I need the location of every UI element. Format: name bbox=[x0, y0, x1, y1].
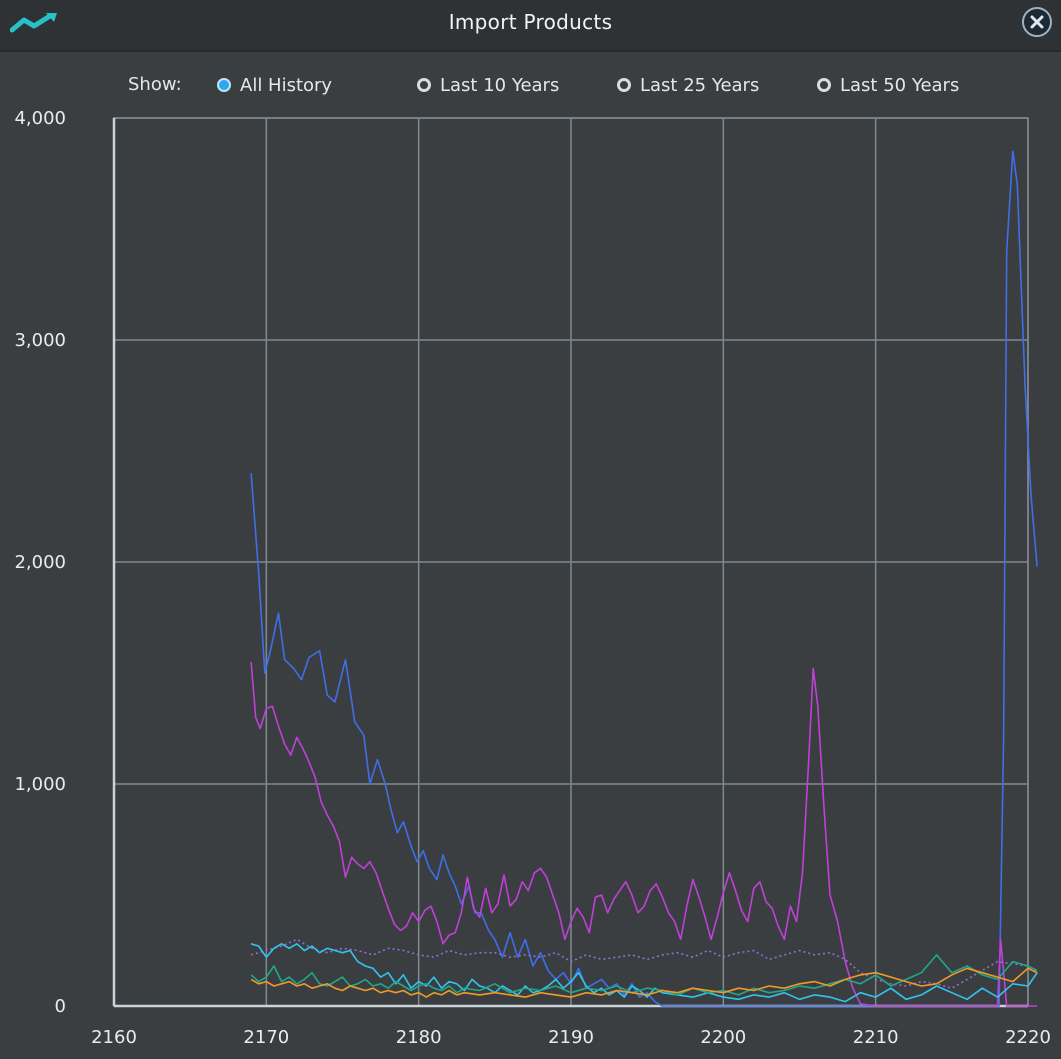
radio-dot bbox=[817, 78, 831, 92]
series-line-5 bbox=[250, 967, 1038, 998]
x-tick-label: 2180 bbox=[396, 1027, 442, 1048]
close-icon bbox=[1030, 15, 1044, 29]
x-tick-label: 2220 bbox=[1005, 1027, 1051, 1048]
radio-dot bbox=[217, 78, 231, 92]
series-line-4 bbox=[250, 954, 1038, 996]
trend-chart-icon bbox=[10, 13, 57, 33]
radio-last-25-years[interactable]: Last 25 Years bbox=[617, 72, 759, 98]
chart-series bbox=[250, 150, 1038, 1007]
x-tick-label: 2170 bbox=[243, 1027, 289, 1048]
radio-label: Last 25 Years bbox=[640, 74, 760, 96]
radio-all-history[interactable]: All History bbox=[217, 72, 332, 98]
radio-label: All History bbox=[240, 74, 333, 96]
x-tick-label: 2160 bbox=[91, 1027, 137, 1048]
x-tick-label: 2210 bbox=[853, 1027, 899, 1048]
series-line-1 bbox=[250, 661, 1038, 1007]
y-tick-label: 1,000 bbox=[14, 774, 66, 795]
import-products-chart: 2160 2170 2180 2190 2200 2210 2220 0 1,000 2,000 3… bbox=[14, 108, 1050, 1048]
title-bar: Import Products bbox=[0, 0, 1061, 52]
x-tick-label: 2200 bbox=[700, 1027, 746, 1048]
chart-grid bbox=[112, 117, 1029, 1008]
radio-dot bbox=[417, 78, 431, 92]
radio-label: Last 50 Years bbox=[840, 74, 960, 96]
y-tick-label: 2,000 bbox=[14, 552, 66, 573]
y-tick-label: 3,000 bbox=[14, 330, 66, 351]
radio-last-50-years[interactable]: Last 50 Years bbox=[817, 72, 959, 98]
series-line-0 bbox=[250, 150, 1038, 1007]
y-tick-label: 4,000 bbox=[14, 108, 66, 129]
radio-label: Last 10 Years bbox=[440, 74, 560, 96]
radio-dot bbox=[617, 78, 631, 92]
y-tick-label: 0 bbox=[55, 996, 66, 1017]
series-line-2 bbox=[250, 938, 1038, 990]
series-line-3 bbox=[250, 942, 1038, 1003]
close-button[interactable] bbox=[1022, 7, 1052, 37]
window-title: Import Products bbox=[448, 10, 613, 34]
chart-ticks: 2160 2170 2180 2190 2200 2210 2220 0 1,000 2,000 3… bbox=[14, 108, 1050, 1048]
radio-last-10-years[interactable]: Last 10 Years bbox=[417, 72, 559, 98]
x-tick-label: 2190 bbox=[548, 1027, 594, 1048]
show-label: Show: bbox=[128, 74, 182, 95]
